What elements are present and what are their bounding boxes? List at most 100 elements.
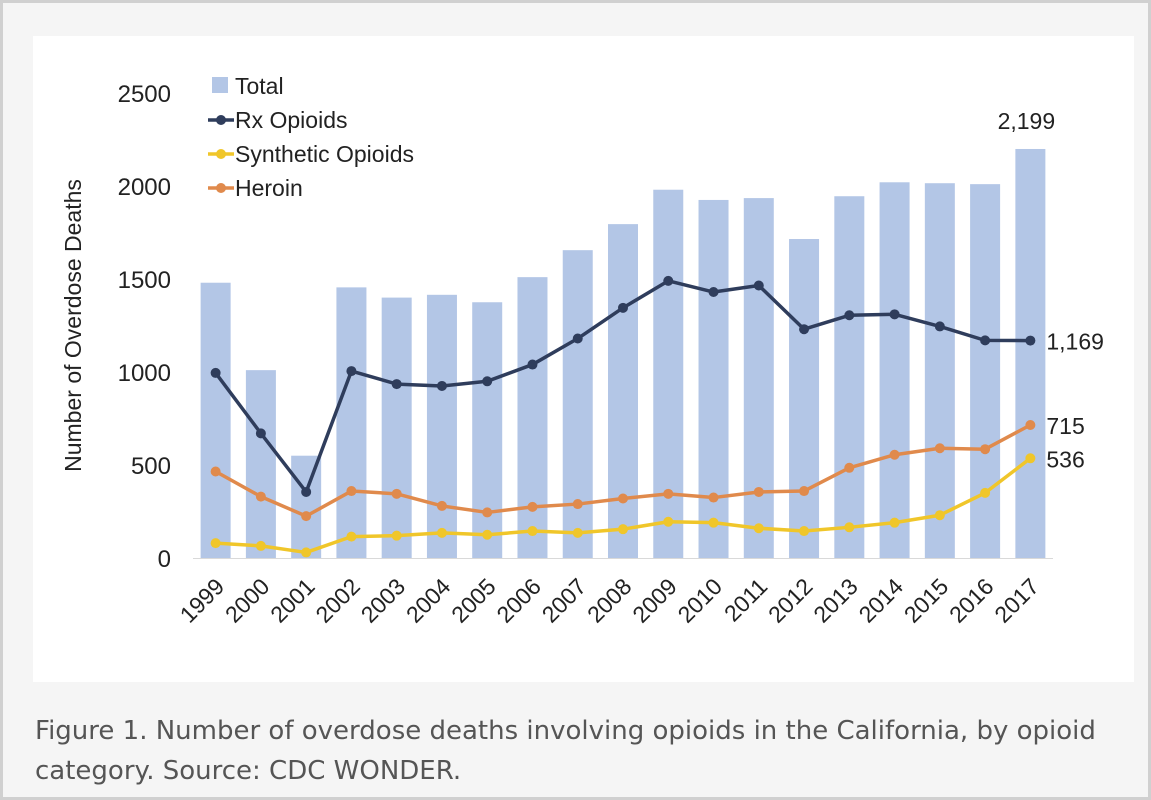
y-tick-label: 500 bbox=[131, 453, 171, 480]
x-tick-label: 2001 bbox=[265, 573, 320, 628]
bar-total-2009 bbox=[653, 189, 684, 558]
point-heroin-1999 bbox=[210, 466, 221, 477]
point-synthetic-opioids-2009 bbox=[663, 516, 674, 527]
legend-label-total: Total bbox=[235, 73, 284, 99]
x-tick-label: 2009 bbox=[627, 573, 682, 628]
bar-total-2013 bbox=[834, 196, 865, 559]
point-heroin-2015 bbox=[934, 443, 945, 454]
bar-total-2000 bbox=[245, 370, 276, 558]
y-tick-label: 1000 bbox=[118, 360, 171, 387]
x-tick-label: 2011 bbox=[719, 573, 772, 626]
point-heroin-2003 bbox=[391, 488, 402, 499]
point-rx-opioids-2005 bbox=[482, 376, 493, 387]
x-tick-label: 2002 bbox=[310, 573, 365, 628]
bar-total-2002 bbox=[336, 287, 367, 558]
point-synthetic-opioids-2006 bbox=[527, 526, 538, 537]
bar-total-2014 bbox=[879, 182, 910, 558]
legend-marker-rx-opioids bbox=[216, 115, 226, 125]
bar-total-2001 bbox=[291, 455, 322, 558]
bar-total-2011 bbox=[743, 198, 774, 558]
x-tick-label: 2004 bbox=[401, 573, 456, 628]
point-rx-opioids-1999 bbox=[210, 367, 221, 378]
data-label-heroin: 715 bbox=[1046, 413, 1084, 439]
point-heroin-2002 bbox=[346, 486, 357, 497]
point-synthetic-opioids-2003 bbox=[391, 530, 402, 541]
point-heroin-2000 bbox=[255, 491, 266, 502]
bar-total-2012 bbox=[789, 239, 820, 558]
point-rx-opioids-2010 bbox=[708, 287, 719, 298]
point-synthetic-opioids-2014 bbox=[889, 517, 900, 528]
bar-total-2007 bbox=[562, 250, 593, 559]
data-labels: 2,199 1,169 715 536 bbox=[998, 108, 1104, 472]
x-tick-label: 1999 bbox=[175, 573, 230, 628]
legend-marker-heroin bbox=[216, 183, 226, 193]
point-heroin-2016 bbox=[980, 444, 991, 455]
point-heroin-2008 bbox=[618, 493, 628, 504]
point-rx-opioids-2014 bbox=[889, 309, 900, 320]
point-heroin-2005 bbox=[482, 507, 493, 518]
bar-total-2005 bbox=[472, 302, 503, 558]
point-rx-opioids-2017 bbox=[1025, 335, 1036, 346]
point-heroin-2017 bbox=[1025, 420, 1036, 431]
data-label-total: 2,199 bbox=[998, 108, 1056, 134]
x-tick-label: 2006 bbox=[491, 573, 546, 628]
point-rx-opioids-2007 bbox=[572, 333, 583, 344]
legend: Total Rx Opioids Synthetic Opioids Heroin bbox=[208, 73, 414, 201]
point-synthetic-opioids-2001 bbox=[301, 547, 312, 558]
point-rx-opioids-2009 bbox=[663, 275, 674, 286]
bar-total-2015 bbox=[924, 183, 955, 558]
overdose-deaths-chart: 0 500 1000 1500 2000 2500 Number of Overdose D… bbox=[60, 73, 1104, 628]
point-synthetic-opioids-2012 bbox=[799, 526, 810, 537]
point-heroin-2014 bbox=[889, 449, 900, 460]
point-heroin-2001 bbox=[301, 511, 312, 522]
x-tick-label: 2007 bbox=[537, 573, 592, 628]
point-heroin-2012 bbox=[799, 486, 810, 497]
point-rx-opioids-2001 bbox=[301, 486, 312, 497]
x-tick-label: 2003 bbox=[356, 573, 411, 628]
x-tick-label: 2008 bbox=[582, 573, 637, 628]
point-rx-opioids-2006 bbox=[527, 359, 538, 370]
legend-label-synthetic-opioids: Synthetic Opioids bbox=[235, 141, 414, 167]
bar-total-1999 bbox=[200, 282, 231, 558]
y-axis-title: Number of Overdose Deaths bbox=[60, 179, 86, 472]
data-label-synthetic-opioids: 536 bbox=[1046, 446, 1084, 472]
y-tick-label: 2000 bbox=[118, 174, 171, 201]
legend-swatch-total bbox=[212, 77, 228, 93]
x-tick-label: 2000 bbox=[220, 573, 275, 628]
bar-total-2004 bbox=[426, 294, 457, 558]
point-synthetic-opioids-2016 bbox=[980, 487, 991, 498]
point-rx-opioids-2003 bbox=[391, 379, 402, 390]
x-tick-label: 2015 bbox=[899, 573, 954, 628]
y-tick-label: 1500 bbox=[118, 267, 171, 294]
point-heroin-2006 bbox=[527, 501, 538, 512]
point-heroin-2004 bbox=[436, 500, 447, 511]
bar-total-2017 bbox=[1015, 148, 1046, 558]
point-synthetic-opioids-2007 bbox=[572, 527, 583, 538]
point-heroin-2013 bbox=[844, 462, 855, 473]
point-rx-opioids-2015 bbox=[934, 321, 945, 332]
bar-total-2008 bbox=[608, 224, 638, 558]
point-heroin-2010 bbox=[708, 492, 719, 503]
point-rx-opioids-2000 bbox=[255, 428, 266, 439]
bar-total-2010 bbox=[698, 199, 729, 558]
point-synthetic-opioids-2008 bbox=[618, 524, 628, 535]
y-tick-label: 2500 bbox=[118, 81, 171, 108]
point-rx-opioids-2012 bbox=[799, 324, 810, 335]
legend-marker-synthetic-opioids bbox=[216, 149, 226, 159]
point-synthetic-opioids-2005 bbox=[482, 529, 493, 540]
figure-caption: Figure 1. Number of overdose deaths invo… bbox=[35, 716, 1096, 786]
legend-label-heroin: Heroin bbox=[235, 175, 303, 201]
chart-panel: 0 500 1000 1500 2000 2500 Number of Overdose D… bbox=[33, 36, 1134, 682]
point-rx-opioids-2002 bbox=[346, 366, 357, 377]
x-tick-label: 2017 bbox=[989, 573, 1044, 628]
point-rx-opioids-2011 bbox=[753, 280, 764, 291]
x-tick-label: 2010 bbox=[672, 573, 727, 628]
point-synthetic-opioids-2000 bbox=[255, 540, 266, 551]
x-tick-label: 2005 bbox=[446, 573, 501, 628]
point-synthetic-opioids-2017 bbox=[1025, 453, 1036, 464]
point-synthetic-opioids-2004 bbox=[436, 527, 447, 538]
point-heroin-2007 bbox=[572, 499, 583, 510]
x-tick-label: 2013 bbox=[808, 573, 863, 628]
x-tick-label: 2014 bbox=[854, 573, 909, 628]
